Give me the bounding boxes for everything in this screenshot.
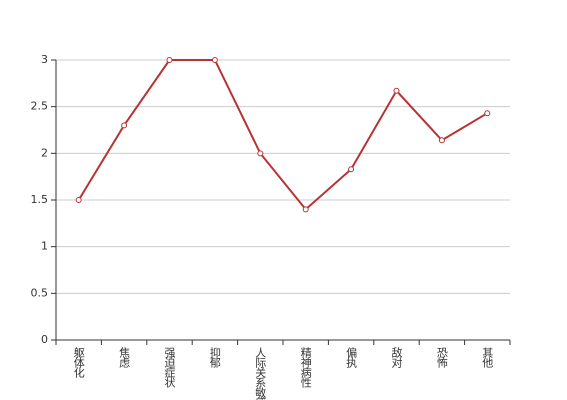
x-tick-label: 人际关系敏感 [254,347,267,400]
x-tick-label: 偏执 [345,346,358,369]
x-tick-label: 躯体化 [72,347,85,379]
point [302,206,309,213]
x-tick-label: 精神病性 [299,347,312,389]
series-line [77,59,488,211]
y-tick-label: 0.5 [31,286,49,299]
y-tick-label: 0 [41,333,48,346]
point [484,110,491,117]
y-tick-label: 2.5 [31,100,49,113]
x-tick-label: 恐怖 [435,347,448,368]
x-tick-label: 其他 [481,347,494,368]
point [166,57,173,63]
y-tick-label: 1.5 [31,193,49,206]
point [211,57,218,63]
point [121,122,128,129]
x-tick-label: 焦虑 [118,347,131,368]
x-tick-label: 敌对 [390,346,403,368]
y-tick-label: 1 [41,240,48,253]
y-tick-label: 3 [41,53,48,66]
point [348,166,355,173]
point [393,87,400,94]
point [75,197,82,203]
x-tick-label: 抑郁 [208,346,221,368]
point [438,137,445,144]
x-tick-label: 强迫症状 [163,347,176,388]
point [257,150,264,157]
y-tick-label: 2 [41,146,48,159]
